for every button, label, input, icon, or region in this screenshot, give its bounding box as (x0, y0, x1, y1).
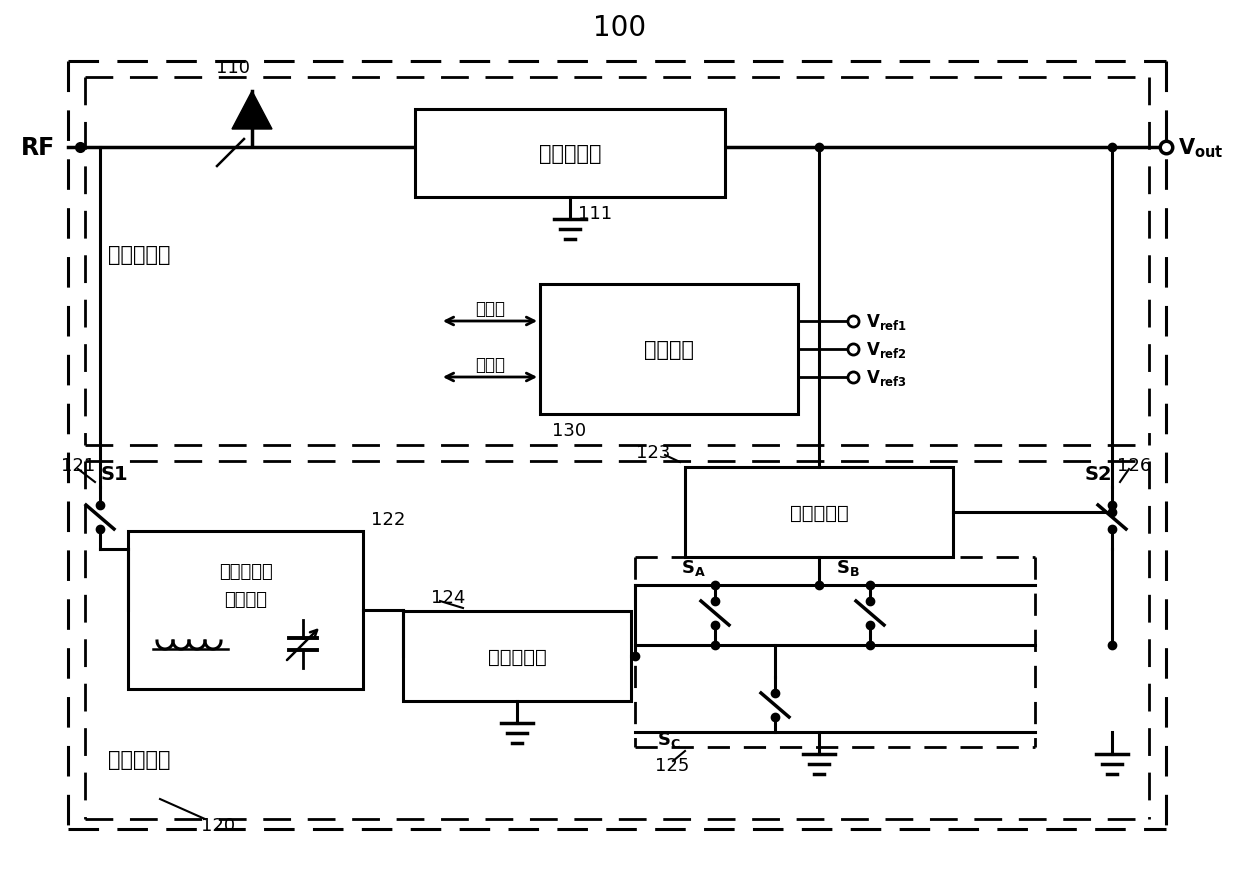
Text: 高功率支路: 高功率支路 (108, 749, 171, 769)
Text: 121: 121 (61, 457, 95, 474)
Text: 第一整流器: 第一整流器 (538, 144, 601, 164)
Text: S2: S2 (1084, 464, 1112, 483)
Text: 125: 125 (655, 756, 689, 774)
Text: 111: 111 (578, 205, 613, 223)
Text: S1: S1 (100, 464, 128, 483)
Text: RF: RF (21, 136, 55, 160)
Text: 第二整流器: 第二整流器 (790, 503, 848, 522)
Text: $\mathbf{S_A}$: $\mathbf{S_A}$ (681, 558, 706, 578)
Text: 110: 110 (216, 59, 250, 77)
Text: $\mathbf{S_B}$: $\mathbf{S_B}$ (836, 558, 859, 578)
Text: $\mathbf{V_{ref1}}$: $\mathbf{V_{ref1}}$ (866, 312, 906, 332)
Bar (128, 531, 363, 689)
Bar (415, 110, 725, 198)
Polygon shape (232, 92, 272, 130)
Text: 122: 122 (371, 510, 405, 529)
Text: 匹配网络: 匹配网络 (224, 590, 267, 608)
Bar (684, 467, 954, 558)
Text: 120: 120 (201, 816, 236, 834)
Text: 124: 124 (430, 588, 465, 607)
Text: 控制字: 控制字 (475, 299, 505, 318)
Text: $\mathbf{S_C}$: $\mathbf{S_C}$ (657, 729, 681, 749)
Text: $\mathbf{V_{ref3}}$: $\mathbf{V_{ref3}}$ (866, 368, 906, 387)
Text: 可调谐阻抗: 可调谐阻抗 (218, 563, 273, 580)
Text: 控制字: 控制字 (475, 356, 505, 373)
Bar (403, 611, 631, 702)
Text: 123: 123 (636, 443, 670, 462)
Bar (539, 284, 799, 414)
Text: $\mathbf{V_{ref2}}$: $\mathbf{V_{ref2}}$ (866, 340, 906, 360)
Text: 130: 130 (552, 421, 587, 440)
Text: $\mathbf{V_{out}}$: $\mathbf{V_{out}}$ (1178, 136, 1224, 160)
Text: 126: 126 (1117, 457, 1151, 474)
Text: 控制电路: 控制电路 (644, 340, 694, 360)
Text: 低功率支路: 低功率支路 (108, 245, 171, 264)
Text: 100: 100 (594, 14, 646, 42)
Text: 第三整流器: 第三整流器 (487, 647, 547, 666)
